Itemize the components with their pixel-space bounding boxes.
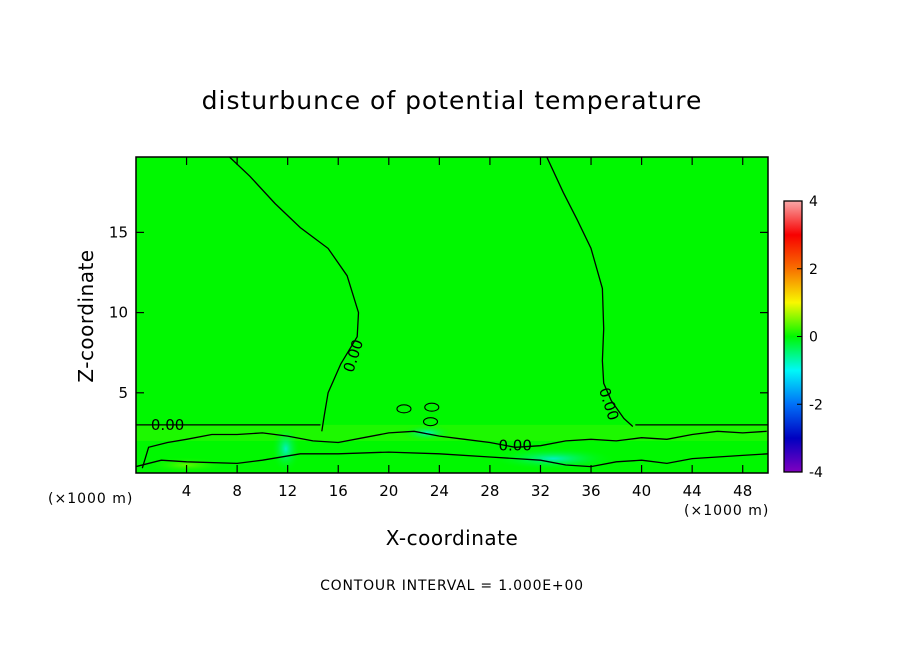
cold-patch-2 [489, 447, 617, 470]
x-tick-label-8: 8 [232, 482, 242, 500]
cold-patch-1 [401, 424, 452, 441]
colorbar-label--2: -2 [809, 397, 823, 413]
plot-border [135, 156, 769, 474]
x-tick-label-44: 44 [683, 482, 702, 500]
x-tick-label-4: 4 [182, 482, 192, 500]
contour-lines [136, 157, 768, 469]
contour-lower [136, 451, 768, 468]
x-tick-label-16: 16 [329, 482, 348, 500]
x-unit-label-left: (×1000 m) [48, 491, 134, 507]
x-tick-label-32: 32 [531, 482, 550, 500]
chart-title: disturbunce of potential temperature [201, 86, 703, 115]
x-tick-label-20: 20 [379, 482, 398, 500]
x-tick-label-40: 40 [632, 482, 651, 500]
colorbar-label--4: -4 [809, 465, 823, 481]
contour-small-1 [422, 417, 439, 427]
x-tick-label-24: 24 [430, 482, 449, 500]
contour-surface [141, 430, 767, 469]
x-unit-label-right: (×1000 m) [684, 503, 770, 519]
x-tick-label-48: 48 [733, 482, 752, 500]
contour-zero-left [229, 157, 360, 432]
contour-label-3: 0.00 [498, 437, 531, 455]
colorbar-label-4: 4 [809, 194, 818, 210]
colorbar-label-0: 0 [809, 330, 818, 346]
colorbar-label-2: 2 [809, 262, 818, 278]
x-tick-label-12: 12 [278, 482, 297, 500]
contour-small-2 [424, 402, 440, 412]
y-axis-ticks: 5 10 15 [109, 223, 768, 402]
heatmap-field [136, 157, 768, 473]
contour-zero-right [546, 157, 634, 427]
contour-interval-note: CONTOUR INTERVAL = 1.000E+00 [320, 578, 584, 594]
contour-label-0: 0.00 [151, 416, 184, 434]
y-tick-label-10: 10 [109, 304, 128, 322]
contour-small-0 [396, 404, 412, 414]
x-axis-label: X-coordinate [385, 526, 519, 550]
x-tick-label-36: 36 [581, 482, 600, 500]
colorbar: 4 2 0 -2 -4 [783, 194, 823, 481]
plot-frame [135, 156, 769, 474]
x-axis-ticks: 4 8 12 16 20 24 28 32 36 40 44 48 [182, 157, 752, 500]
field-background [136, 157, 768, 473]
y-tick-label-5: 5 [118, 384, 128, 402]
x-tick-label-28: 28 [480, 482, 499, 500]
cold-patch-0 [271, 424, 301, 473]
y-tick-label-15: 15 [109, 223, 128, 241]
